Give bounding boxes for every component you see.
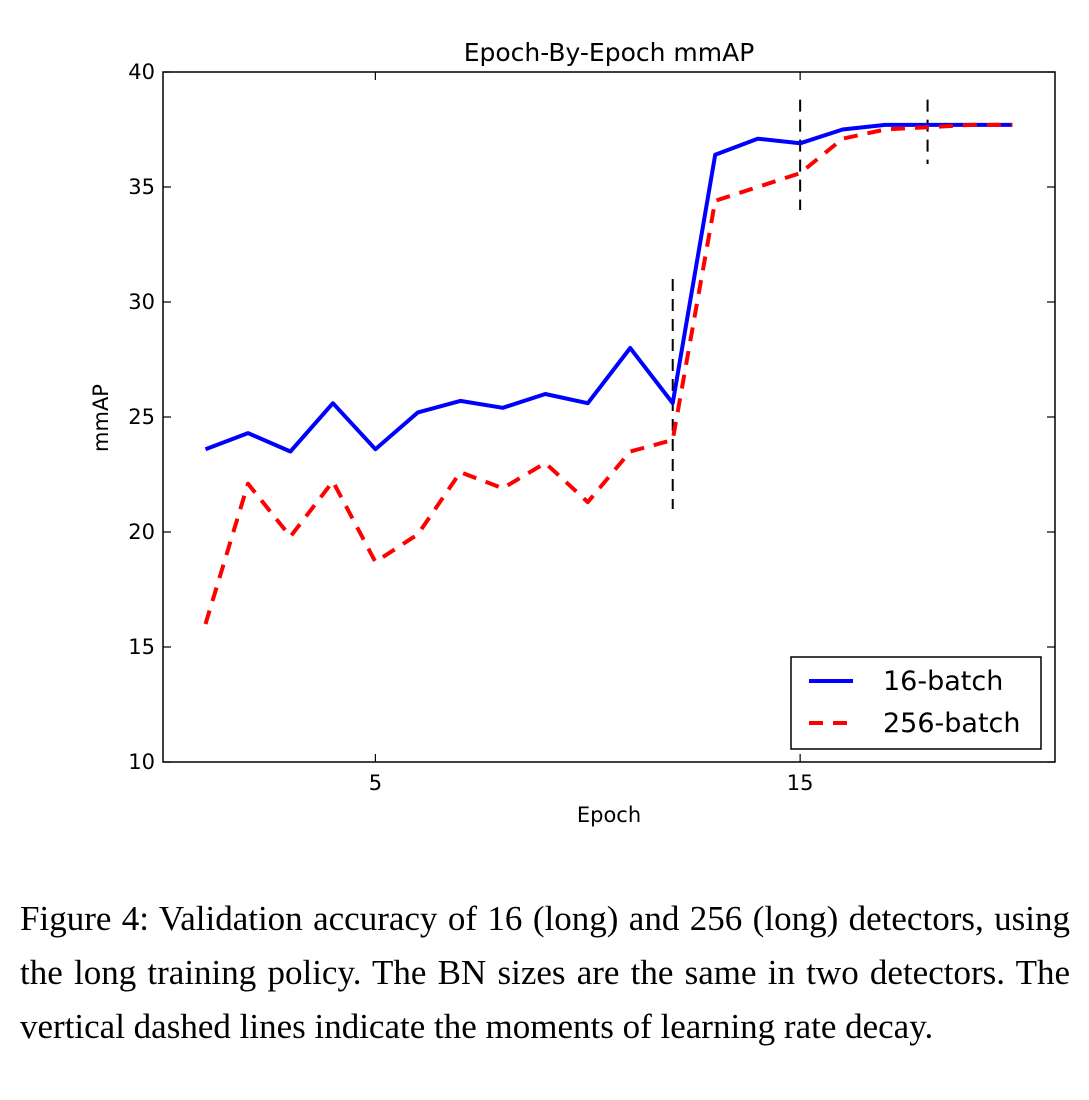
chart-title: Epoch-By-Epoch mmAP <box>464 38 755 67</box>
figure: Epoch-By-Epoch mmAP 10 15 20 25 30 35 40 5 15 E… <box>89 38 1056 827</box>
plot-area <box>162 71 1056 763</box>
y-axis-label: mmAP <box>89 384 113 452</box>
y-tick-label: 15 <box>128 635 155 659</box>
x-tick-label: 5 <box>369 771 382 795</box>
y-axis-ticks: 10 15 20 25 30 35 40 <box>128 60 1055 774</box>
series-line-16-batch <box>204 122 1013 454</box>
y-tick-label: 25 <box>128 405 155 429</box>
plot-frame <box>162 71 1056 763</box>
series-line-256-batch <box>203 122 1013 625</box>
legend: 16-batch 256-batch <box>790 656 1042 750</box>
y-tick-label: 30 <box>128 290 155 314</box>
x-tick-label: 15 <box>787 771 814 795</box>
figure-caption: Figure 4: Validation accuracy of 16 (lon… <box>20 899 1070 1046</box>
y-tick-label: 20 <box>128 520 155 544</box>
y-tick-label: 10 <box>128 750 155 774</box>
legend-box <box>790 656 1042 750</box>
lr-decay-markers <box>671 99 929 509</box>
legend-label: 16-batch <box>883 666 1003 697</box>
legend-label: 256-batch <box>883 708 1021 739</box>
y-tick-label: 40 <box>128 60 155 84</box>
y-tick-label: 35 <box>128 175 155 199</box>
line-chart: Epoch-By-Epoch mmAP 10 15 20 25 30 35 40 5 15 E… <box>89 38 1056 827</box>
x-axis-ticks: 5 15 <box>369 72 814 795</box>
x-axis-label: Epoch <box>577 803 641 827</box>
series-lines <box>203 122 1013 625</box>
